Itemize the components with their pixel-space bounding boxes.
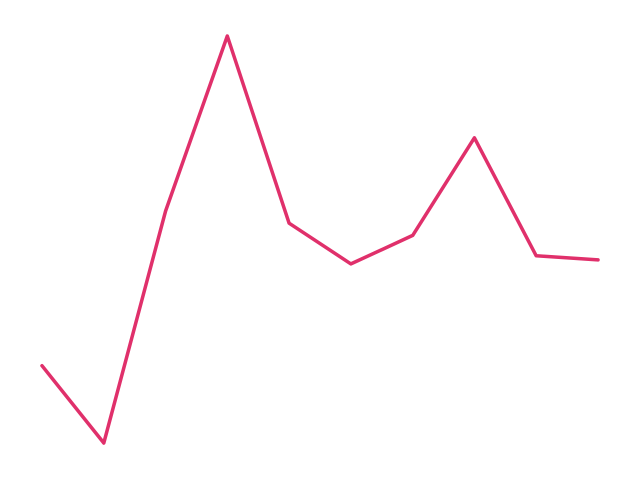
series-line [40, 34, 600, 445]
plot-area [40, 34, 600, 445]
